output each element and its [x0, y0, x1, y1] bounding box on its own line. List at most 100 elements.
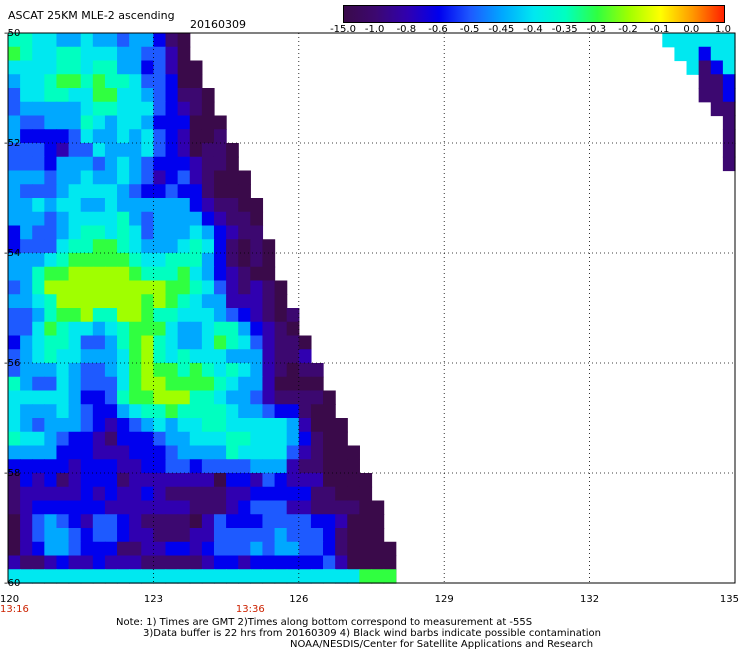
heatmap-cell — [383, 541, 397, 557]
heatmap-cell — [141, 321, 154, 337]
heatmap-cell — [141, 266, 154, 282]
heatmap-cell — [177, 569, 191, 584]
heatmap-cell — [92, 115, 106, 130]
heatmap-cell — [286, 528, 300, 543]
heatmap-cell — [189, 115, 203, 130]
heatmap-cell — [32, 211, 45, 227]
heatmap-cell — [298, 514, 312, 529]
heatmap-cell — [129, 555, 142, 570]
heatmap-cell — [20, 418, 33, 433]
heatmap-cell — [347, 555, 360, 570]
heatmap-cell — [68, 211, 82, 227]
heatmap-cell — [56, 569, 70, 584]
heatmap-cell — [117, 225, 130, 240]
heatmap-cell — [44, 253, 58, 268]
plot-frame — [7, 32, 736, 584]
heatmap-cell — [56, 486, 70, 502]
heatmap-cell — [165, 280, 179, 295]
heatmap-cell — [286, 473, 300, 488]
heatmap-cell — [153, 363, 167, 378]
heatmap-cell — [189, 280, 203, 295]
heatmap-cell — [141, 170, 154, 185]
heatmap-cell — [80, 239, 94, 254]
heatmap-cell — [165, 363, 179, 378]
heatmap-cell — [20, 473, 33, 488]
heatmap-cell — [238, 445, 251, 460]
heatmap-cell — [262, 363, 276, 378]
heatmap-cell — [32, 514, 45, 529]
heatmap-cell — [238, 294, 251, 309]
heatmap-cell — [117, 143, 130, 158]
heatmap-cell — [153, 170, 167, 185]
heatmap-cell — [213, 211, 227, 227]
heatmap-cell — [177, 211, 191, 227]
heatmap-cell — [238, 308, 251, 323]
heatmap-cell — [662, 33, 676, 48]
heatmap-cell — [359, 541, 373, 557]
heatmap-cell — [310, 459, 324, 474]
colorbar-gradient — [344, 6, 724, 22]
heatmap-cell — [56, 294, 70, 309]
heatmap-cell — [177, 74, 191, 89]
heatmap-cell — [129, 280, 142, 295]
heatmap-cell — [20, 225, 33, 240]
heatmap-cell — [68, 225, 82, 240]
heatmap-cell — [298, 376, 312, 392]
heatmap-cell — [129, 253, 142, 268]
heatmap-cell — [250, 418, 264, 433]
heatmap-cell — [92, 500, 106, 515]
heatmap-cell — [141, 445, 154, 460]
heatmap-cell — [238, 349, 251, 364]
heatmap-cell — [80, 115, 94, 130]
heatmap-cell — [80, 473, 94, 488]
heatmap-cell — [80, 404, 94, 419]
heatmap-cell — [8, 253, 21, 268]
heatmap-cell — [153, 143, 167, 158]
heatmap-cell — [674, 46, 688, 62]
colorbar-label: -0.45 — [488, 24, 515, 35]
heatmap-cell — [104, 33, 118, 48]
heatmap-cell — [80, 500, 94, 515]
heatmap-cell — [68, 335, 82, 350]
heatmap-cell — [44, 239, 58, 254]
heatmap-cell — [177, 363, 191, 378]
heatmap-cell — [8, 211, 21, 227]
heatmap-cell — [32, 321, 45, 337]
heatmap-cell — [165, 143, 179, 158]
heatmap-cell — [201, 528, 215, 543]
heatmap-cell — [56, 115, 70, 130]
heatmap-cell — [20, 390, 33, 405]
heatmap-cell — [92, 101, 106, 117]
heatmap-cell — [153, 225, 167, 240]
heatmap-cell — [80, 363, 94, 378]
heatmap-cell — [80, 101, 94, 117]
heatmap-cell — [32, 74, 45, 89]
heatmap-cell — [213, 555, 227, 570]
heatmap-cell — [32, 569, 45, 584]
heatmap-cell — [238, 390, 251, 405]
heatmap-cell — [8, 473, 21, 488]
heatmap-cell — [104, 390, 118, 405]
heatmap-cell — [165, 514, 179, 529]
heatmap-cell — [104, 211, 118, 227]
heatmap-cell — [92, 528, 106, 543]
heatmap-cell — [323, 514, 336, 529]
heatmap-cell — [153, 239, 167, 254]
heatmap-cell — [129, 459, 142, 474]
heatmap-cell — [20, 239, 33, 254]
heatmap-cell — [262, 349, 276, 364]
heatmap-cell — [68, 184, 82, 199]
heatmap-cell — [153, 280, 167, 295]
heatmap-cell — [80, 321, 94, 337]
heatmap-cell — [201, 500, 215, 515]
heatmap-cell — [104, 198, 118, 213]
heatmap-cell — [80, 88, 94, 103]
heatmap-cell — [213, 376, 227, 392]
heatmap-cell — [189, 569, 203, 584]
heatmap-cell — [201, 473, 215, 488]
heatmap-cell — [8, 74, 21, 89]
heatmap-cell — [56, 225, 70, 240]
heatmap-cell — [104, 363, 118, 378]
heatmap-cell — [165, 528, 179, 543]
